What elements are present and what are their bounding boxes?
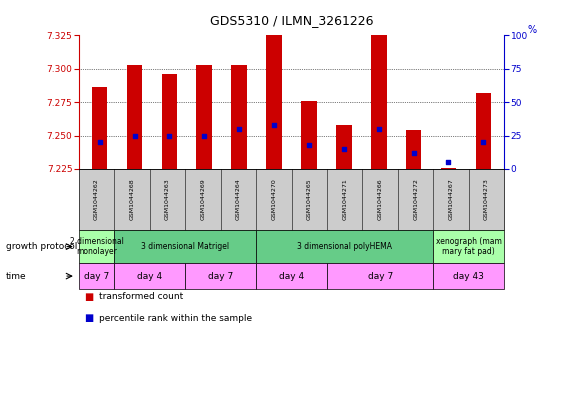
Text: GSM1044271: GSM1044271: [342, 178, 347, 220]
Text: GSM1044265: GSM1044265: [307, 179, 312, 220]
Text: GSM1044269: GSM1044269: [201, 178, 205, 220]
Text: GSM1044270: GSM1044270: [271, 178, 276, 220]
Text: ■: ■: [85, 313, 94, 323]
Text: xenograph (mam
mary fat pad): xenograph (mam mary fat pad): [436, 237, 502, 256]
Text: transformed count: transformed count: [99, 292, 184, 301]
Text: day 43: day 43: [454, 272, 484, 281]
Point: [130, 132, 139, 139]
Bar: [92, 88, 107, 169]
Text: 3 dimensional Matrigel: 3 dimensional Matrigel: [141, 242, 229, 251]
Point: [409, 150, 418, 156]
Text: ■: ■: [85, 292, 94, 302]
Text: day 7: day 7: [84, 272, 109, 281]
Text: GSM1044262: GSM1044262: [94, 178, 99, 220]
Text: GSM1044264: GSM1044264: [236, 178, 241, 220]
Text: GSM1044267: GSM1044267: [448, 178, 454, 220]
Bar: [336, 125, 352, 169]
Bar: [231, 65, 247, 169]
Text: time: time: [6, 272, 26, 281]
Bar: [196, 65, 212, 169]
Text: %: %: [528, 26, 537, 35]
Bar: [406, 130, 422, 169]
Point: [234, 126, 244, 132]
Bar: [441, 168, 456, 169]
Text: day 7: day 7: [367, 272, 393, 281]
Bar: [371, 35, 387, 169]
Point: [374, 126, 384, 132]
Text: GDS5310 / ILMN_3261226: GDS5310 / ILMN_3261226: [210, 14, 373, 27]
Point: [304, 142, 314, 148]
Text: GSM1044263: GSM1044263: [165, 178, 170, 220]
Text: GSM1044268: GSM1044268: [129, 179, 135, 220]
Text: day 4: day 4: [137, 272, 162, 281]
Point: [339, 146, 349, 152]
Point: [444, 159, 453, 165]
Text: 3 dimensional polyHEMA: 3 dimensional polyHEMA: [297, 242, 392, 251]
Text: growth protocol: growth protocol: [6, 242, 77, 251]
Text: day 7: day 7: [208, 272, 233, 281]
Text: GSM1044273: GSM1044273: [484, 178, 489, 220]
Bar: [127, 65, 142, 169]
Point: [165, 132, 174, 139]
Text: day 4: day 4: [279, 272, 304, 281]
Text: GSM1044266: GSM1044266: [378, 179, 382, 220]
Text: GSM1044272: GSM1044272: [413, 178, 418, 220]
Point: [95, 139, 104, 145]
Point: [269, 122, 279, 128]
Bar: [161, 74, 177, 169]
Text: percentile rank within the sample: percentile rank within the sample: [99, 314, 252, 323]
Point: [479, 139, 488, 145]
Bar: [476, 93, 491, 169]
Bar: [266, 35, 282, 169]
Bar: [301, 101, 317, 169]
Text: 2 dimensional
monolayer: 2 dimensional monolayer: [69, 237, 124, 256]
Point: [199, 132, 209, 139]
